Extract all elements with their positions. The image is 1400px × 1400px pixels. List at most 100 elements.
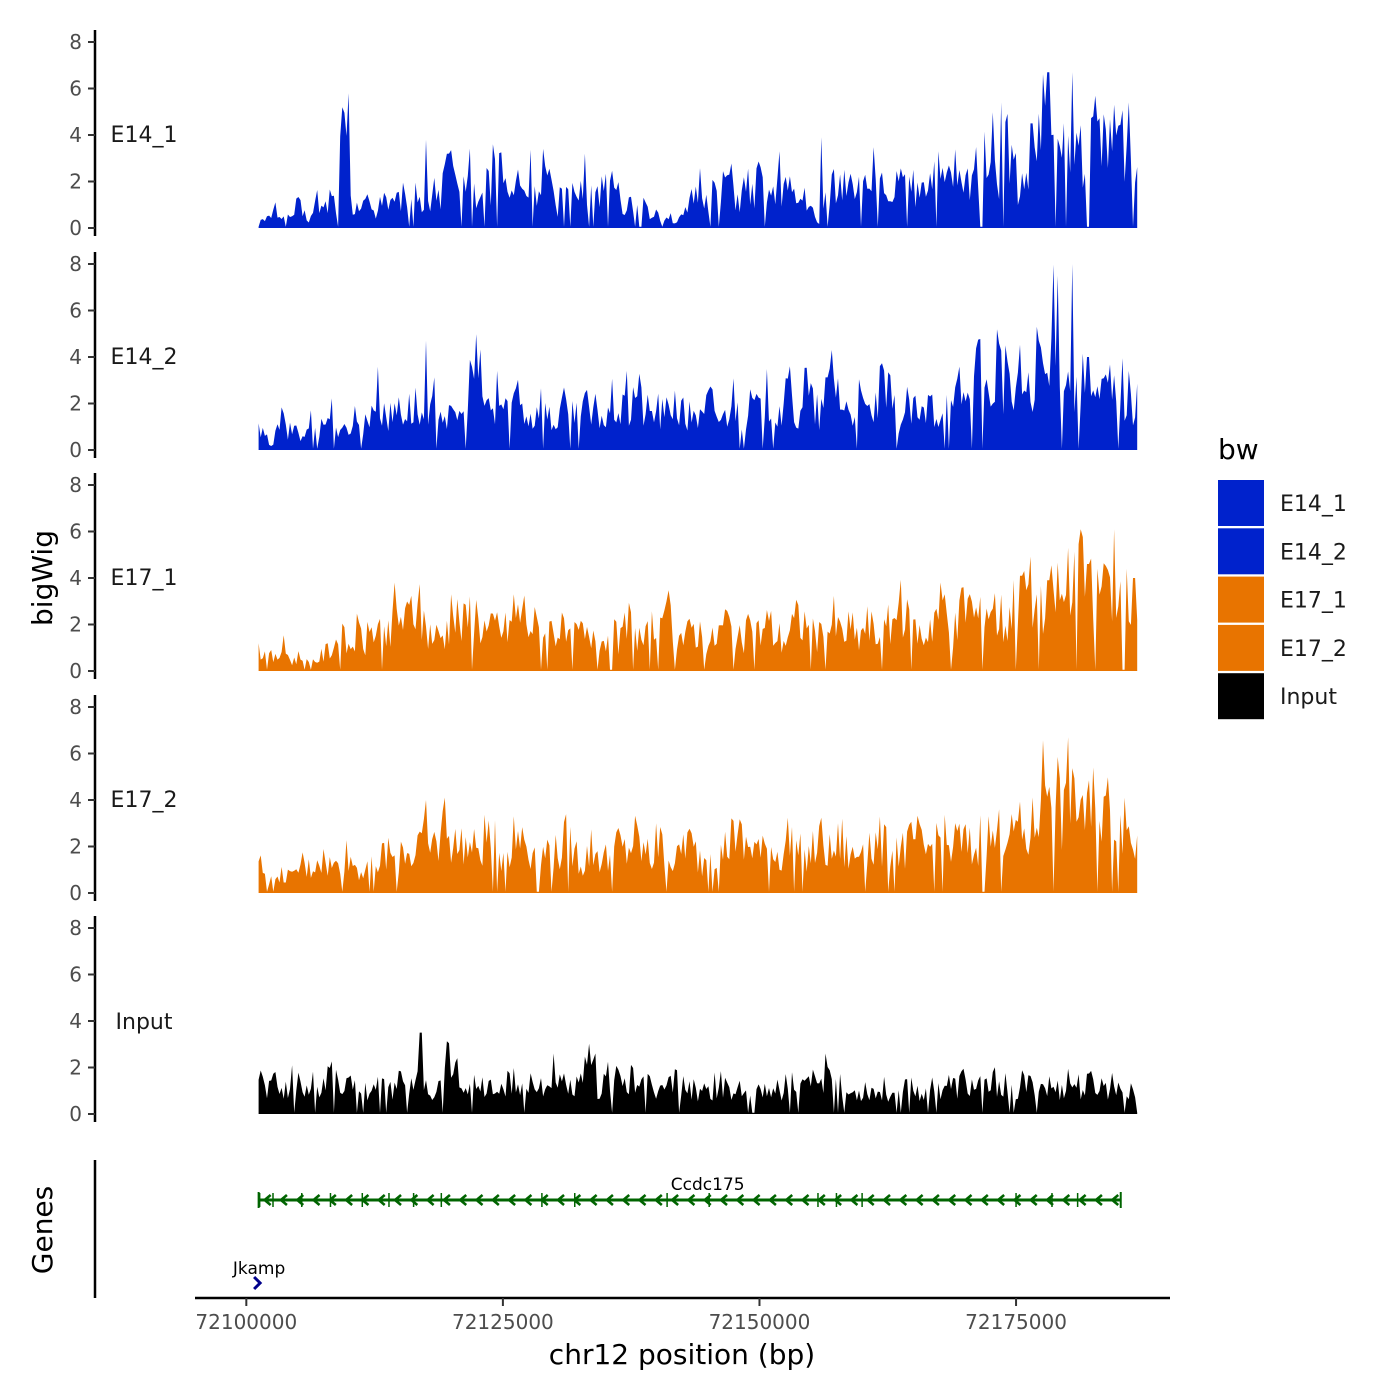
y-tick-label: 0	[69, 659, 82, 683]
strand-arrow	[1028, 1194, 1038, 1206]
gene-label: Jkamp	[232, 1259, 285, 1279]
strand-arrow	[1077, 1194, 1087, 1206]
strand-arrow	[262, 1194, 272, 1206]
y-tick-label: 6	[69, 299, 82, 323]
strand-arrow	[360, 1194, 370, 1206]
strand-arrow	[458, 1194, 468, 1206]
strand-arrow	[311, 1194, 321, 1206]
y-tick-label: 2	[69, 392, 82, 416]
signal-area-Input	[258, 1032, 1138, 1114]
x-tick-label: 72125000	[452, 1310, 554, 1334]
track-label-Input: Input	[116, 1010, 173, 1035]
legend-swatch-Input	[1218, 673, 1264, 720]
strand-arrow	[882, 1194, 891, 1206]
strand-arrow	[253, 1275, 263, 1291]
strand-arrow	[507, 1194, 516, 1206]
strand-arrow	[1110, 1194, 1120, 1206]
strand-arrow	[979, 1194, 989, 1206]
strand-arrow	[849, 1194, 859, 1206]
strand-arrow	[604, 1194, 614, 1206]
strand-arrow	[344, 1194, 353, 1206]
legend-swatch-E14_1	[1218, 480, 1264, 526]
strand-arrow	[833, 1194, 842, 1206]
strand-arrow	[327, 1194, 337, 1206]
y-axis-title: bigWig	[26, 530, 59, 626]
track-E17_2: 0 2 4 6 8 E17_2	[69, 695, 1138, 905]
legend: bw E14_1 E14_2 E17_1 E17_2 Input	[1218, 433, 1347, 720]
signal-area-E14_2	[258, 264, 1138, 450]
y-tick-label: 6	[69, 77, 82, 101]
strand-arrow	[816, 1194, 826, 1206]
y-tick-label: 4	[69, 345, 82, 369]
strand-arrow	[963, 1194, 973, 1206]
strand-arrow	[865, 1194, 875, 1206]
y-tick-label: 8	[69, 473, 82, 497]
legend-title: bw	[1218, 433, 1259, 466]
strand-arrow	[996, 1194, 1005, 1206]
strand-arrow	[1061, 1194, 1071, 1206]
legend-swatch-E14_2	[1218, 528, 1264, 575]
strand-arrow	[1044, 1194, 1054, 1206]
y-tick-label: 4	[69, 788, 82, 812]
strand-arrow	[393, 1194, 402, 1206]
strand-arrow	[1093, 1194, 1103, 1206]
y-tick-label: 2	[69, 835, 82, 859]
legend-label-Input: Input	[1280, 685, 1337, 710]
strand-arrow	[278, 1194, 288, 1206]
y-tick-label: 0	[69, 438, 82, 462]
y-tick-label: 4	[69, 1009, 82, 1033]
strand-arrow	[474, 1194, 484, 1206]
y-tick-label: 8	[69, 252, 82, 276]
y-tick-label: 8	[69, 695, 82, 719]
x-tick-label: 72175000	[965, 1310, 1067, 1334]
genes-panel: Ccdc175 Jkamp	[93, 1160, 1122, 1298]
strand-arrow	[914, 1194, 924, 1206]
strand-arrow	[490, 1194, 500, 1206]
track-label-E17_2: E17_2	[111, 788, 178, 813]
x-axis: 72100000 72125000 72150000 72175000	[195, 1296, 1170, 1334]
strand-arrow	[295, 1194, 305, 1206]
strand-arrow	[376, 1194, 386, 1206]
signal-area-E17_1	[258, 529, 1138, 671]
strand-arrow	[898, 1194, 908, 1206]
y-tick-label: 4	[69, 566, 82, 590]
strand-arrow	[556, 1194, 565, 1206]
strand-arrow	[767, 1194, 777, 1206]
y-tick-label: 0	[69, 216, 82, 240]
legend-label-E17_1: E17_1	[1280, 589, 1347, 614]
strand-arrow	[588, 1194, 598, 1206]
y-tick-label: 6	[69, 963, 82, 987]
track-E14_2: 0 2 4 6 8 E14_2	[69, 252, 1138, 462]
track-label-E17_1: E17_1	[111, 566, 178, 591]
y-tick-label: 0	[69, 1102, 82, 1126]
legend-swatch-E17_1	[1218, 576, 1264, 623]
track-E14_1: 0 2 4 6 8 E14_1	[69, 30, 1138, 240]
strand-arrow	[409, 1194, 419, 1206]
strand-arrow	[441, 1194, 451, 1206]
y-tick-label: 2	[69, 613, 82, 637]
strand-arrow	[947, 1194, 957, 1206]
track-label-E14_2: E14_2	[111, 345, 178, 370]
strand-arrow	[1012, 1194, 1022, 1206]
signal-area-E17_2	[258, 737, 1138, 893]
strand-arrow	[621, 1194, 631, 1206]
legend-label-E17_2: E17_2	[1280, 637, 1347, 662]
x-axis-title: chr12 position (bp)	[549, 1338, 815, 1371]
x-tick-label: 72150000	[709, 1310, 811, 1334]
strand-arrow	[719, 1194, 728, 1206]
legend-label-E14_2: E14_2	[1280, 540, 1347, 565]
signal-tracks: 0 2 4 6 8 E14_1 0 2 4 6 8 E14_2 0 2 4 6 8 E17_1 0 2 4 6 8 E17_2…	[69, 30, 1138, 1126]
gene-Jkamp: Jkamp	[232, 1259, 285, 1291]
strand-arrow	[735, 1194, 745, 1206]
strand-arrow	[425, 1194, 435, 1206]
strand-arrow	[702, 1194, 712, 1206]
strand-arrow	[670, 1194, 679, 1206]
y-tick-label: 4	[69, 123, 82, 147]
gene-Ccdc175: Ccdc175	[257, 1175, 1122, 1208]
strand-arrow	[800, 1194, 810, 1206]
y-tick-label: 6	[69, 520, 82, 544]
y-tick-label: 8	[69, 916, 82, 940]
track-Input: 0 2 4 6 8 Input	[69, 916, 1138, 1126]
y-tick-label: 6	[69, 742, 82, 766]
